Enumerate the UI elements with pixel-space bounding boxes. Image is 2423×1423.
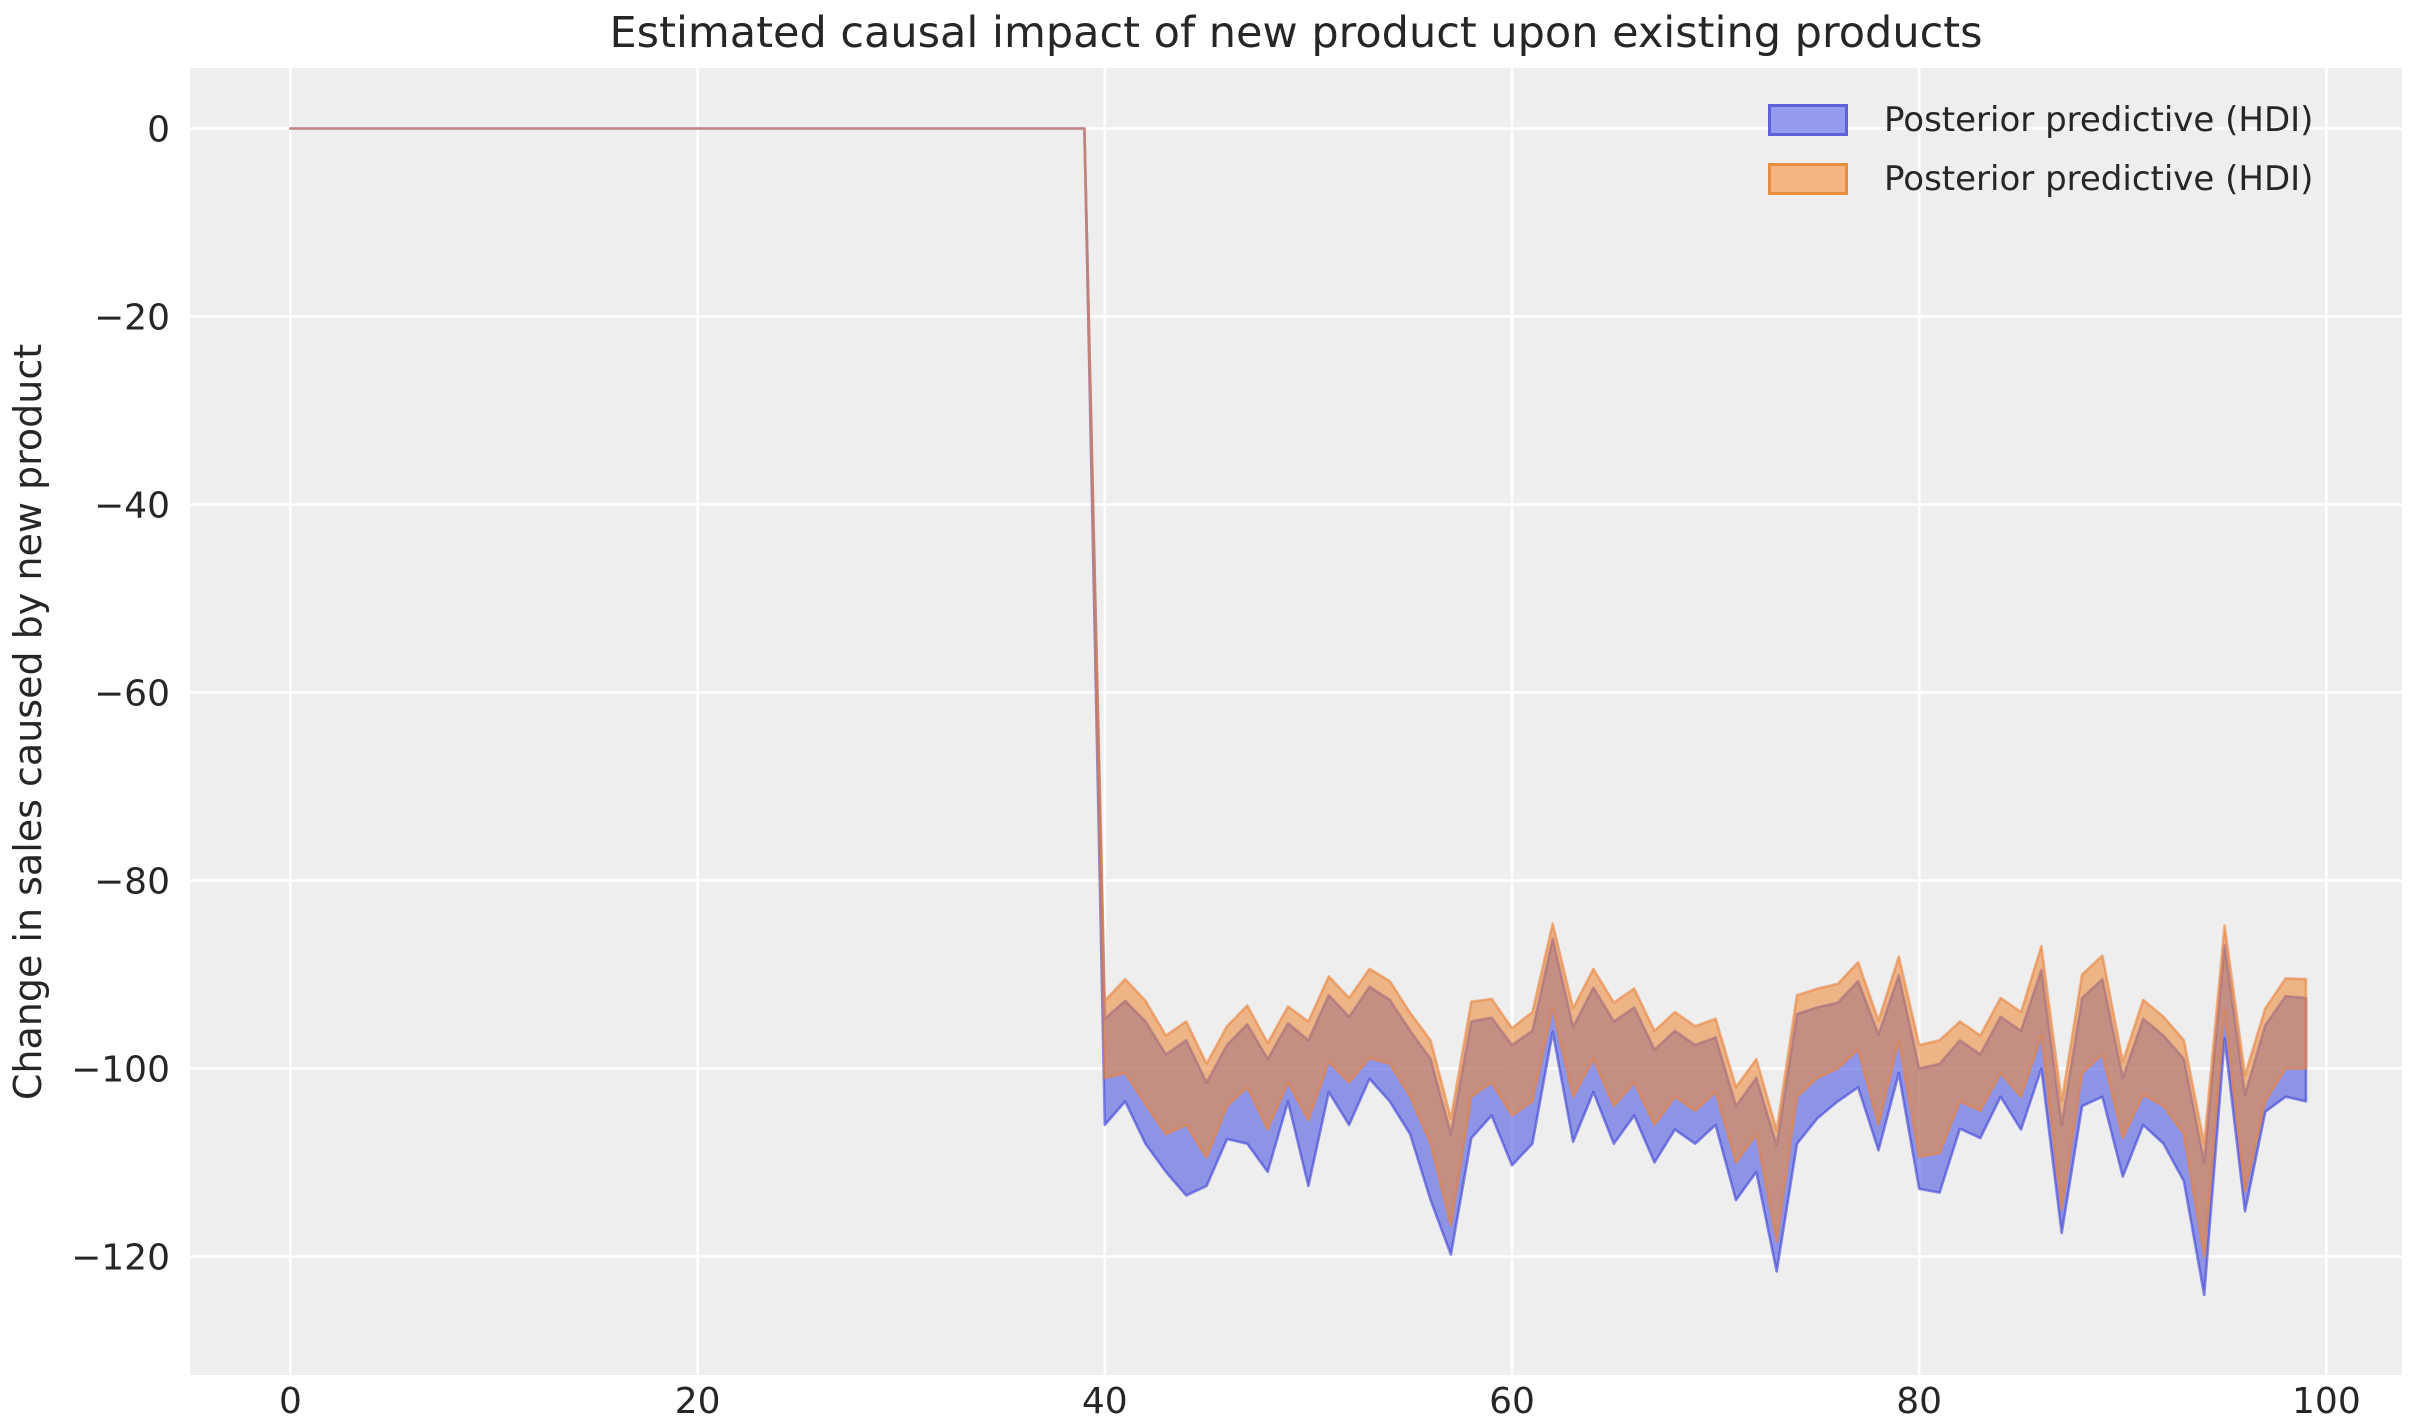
y-tick-label: −80 — [94, 862, 170, 903]
legend-label-blue: Posterior predictive (HDI) — [1884, 100, 2314, 140]
legend-item-orange-hdi: Posterior predictive (HDI) — [1768, 159, 2313, 199]
x-tick-label: 80 — [1896, 1381, 1942, 1422]
legend-item-blue-hdi: Posterior predictive (HDI) — [1768, 100, 2313, 140]
x-tick-label: 40 — [1082, 1381, 1128, 1422]
y-tick-label: −100 — [71, 1050, 170, 1091]
y-tick-label: −120 — [71, 1238, 170, 1279]
legend: Posterior predictive (HDI) Posterior pre… — [1768, 100, 2313, 199]
x-tick-label: 60 — [1489, 1381, 1535, 1422]
plot-area — [190, 68, 2402, 1375]
y-axis-label: Change in sales caused by new product — [6, 343, 50, 1101]
x-tick-label: 0 — [279, 1381, 302, 1422]
orange-band-swatch-icon — [1768, 163, 1848, 195]
chart-title: Estimated causal impact of new product u… — [609, 8, 1983, 58]
y-tick-label: −20 — [94, 298, 170, 339]
y-tick-label: 0 — [147, 110, 170, 151]
legend-label-orange: Posterior predictive (HDI) — [1884, 159, 2314, 199]
y-tick-label: −40 — [94, 486, 170, 527]
orange-hdi-band — [289, 127, 2308, 1258]
x-tick-label: 100 — [2292, 1381, 2361, 1422]
y-tick-label: −60 — [94, 674, 170, 715]
x-tick-label: 20 — [675, 1381, 721, 1422]
blue-band-swatch-icon — [1768, 104, 1848, 136]
